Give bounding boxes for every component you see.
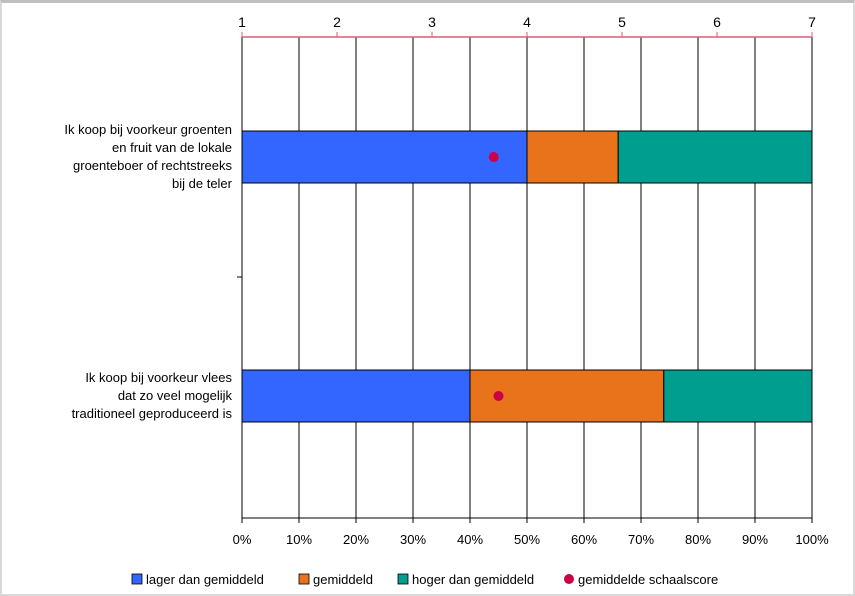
bottom-tick-label: 10%: [286, 532, 312, 547]
bar-segment: [526, 130, 619, 184]
bottom-tick-label: 60%: [571, 532, 597, 547]
category-label: traditioneel geproduceerd is: [72, 406, 233, 421]
bottom-tick-label: 0%: [233, 532, 252, 547]
bottom-tick-label: 40%: [457, 532, 483, 547]
category-label: en fruit van de lokale: [112, 140, 232, 155]
category-label: Ik koop bij voorkeur groenten: [64, 122, 232, 137]
bottom-tick-label: 30%: [400, 532, 426, 547]
grid-layer: [241, 37, 813, 518]
axis-layer: [237, 32, 813, 523]
legend-label: lager dan gemiddeld: [146, 572, 264, 587]
top-tick-label: 7: [808, 14, 816, 30]
bottom-tick-label: 100%: [795, 532, 829, 547]
top-tick-label: 5: [618, 14, 626, 30]
top-tick-label: 6: [713, 14, 721, 30]
mean-score-marker: [488, 152, 499, 162]
legend-label: gemiddeld: [313, 572, 373, 587]
bar-segment: [617, 130, 813, 184]
category-label: Ik koop bij voorkeur vlees: [85, 370, 232, 385]
bottom-tick-label: 50%: [514, 532, 540, 547]
bar-segment: [241, 130, 528, 184]
legend-label: hoger dan gemiddeld: [412, 572, 534, 587]
legend: lager dan gemiddeld gemiddeld hoger dan ge…: [131, 572, 718, 587]
category-label: bij de teler: [172, 176, 233, 191]
label-layer: 0% 10% 20% 30% 40% 50% 60% 70% 80% 90% 100% 1 2 3 4 5 6 7…: [64, 14, 829, 547]
legend-label: gemiddelde schaalscore: [578, 572, 718, 587]
legend-swatch: [131, 573, 143, 585]
bar-segment: [663, 369, 813, 423]
top-tick-label: 2: [333, 14, 341, 30]
top-tick-label: 3: [428, 14, 436, 30]
top-tick-label: 1: [238, 14, 246, 30]
category-label: groenteboer of rechtstreeks: [73, 158, 232, 173]
category-label: dat zo veel mogelijk: [118, 388, 233, 403]
bottom-tick-label: 80%: [685, 532, 711, 547]
bottom-tick-label: 70%: [628, 532, 654, 547]
top-tick-label: 4: [523, 14, 531, 30]
marker-layer: [488, 152, 504, 401]
legend-swatch: [397, 573, 409, 585]
legend-swatch: [298, 573, 310, 585]
bottom-tick-label: 20%: [343, 532, 369, 547]
mean-score-marker: [493, 391, 504, 401]
bottom-tick-label: 90%: [742, 532, 768, 547]
bar-segment: [241, 369, 471, 423]
legend-marker: [564, 574, 574, 584]
